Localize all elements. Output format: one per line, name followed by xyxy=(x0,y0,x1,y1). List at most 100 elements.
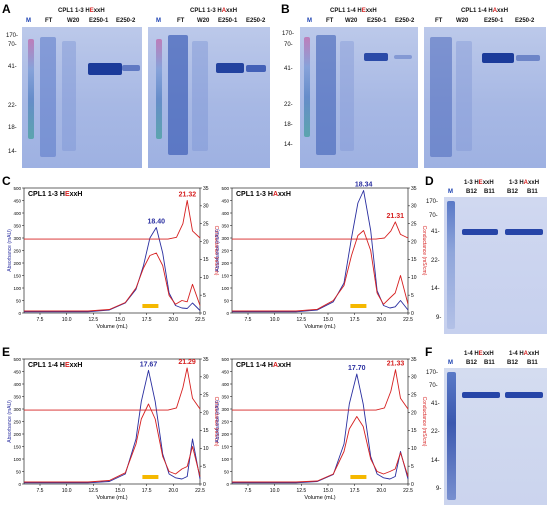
y2-tick-label: 0 xyxy=(411,482,414,488)
gel-title-d2: 1-3 HAxxH xyxy=(509,180,540,186)
gel-image-a2 xyxy=(148,27,270,168)
y-tick-label: 0 xyxy=(18,311,21,316)
peak-label-conductivity: 21.29 xyxy=(178,359,196,366)
conductivity-line xyxy=(232,221,409,240)
y-tick-label: 350 xyxy=(221,223,229,228)
y-tick-label: 100 xyxy=(13,286,21,291)
chart-title: CPL1 1-4 HExxH xyxy=(28,362,82,369)
band xyxy=(28,39,34,139)
lane-label-m: M xyxy=(307,18,312,24)
y2-tick-label: 5 xyxy=(411,293,414,299)
mw-marker: 22- xyxy=(8,103,17,109)
lane-label-m: M xyxy=(448,360,453,366)
y-axis-label: Absorbance (mAU) xyxy=(7,229,13,272)
x-tick-label: 7.5 xyxy=(245,488,252,494)
band xyxy=(430,37,452,157)
y-tick-label: 300 xyxy=(221,236,229,241)
mw-marker: 9- xyxy=(436,486,442,492)
conductivity-line xyxy=(232,369,409,411)
lane-label-e250-1: E250-1 xyxy=(484,18,504,24)
y-tick-label: 0 xyxy=(18,482,21,487)
gel-image-a1 xyxy=(22,27,142,168)
y-tick-label: 400 xyxy=(13,211,21,216)
y-axis-label: Absorbance (mAU) xyxy=(215,400,221,443)
band xyxy=(156,39,162,139)
mw-marker: 170- xyxy=(6,33,19,39)
y2-tick-label: 30 xyxy=(411,204,417,210)
x-tick-label: 12.5 xyxy=(296,317,306,323)
lane-label-b12: B12 xyxy=(466,189,478,195)
mw-marker: 70- xyxy=(429,213,438,219)
chart-title: CPL1 1-4 HAxxH xyxy=(236,362,291,369)
band xyxy=(88,63,122,75)
chart-title-highlight: E xyxy=(65,191,70,198)
chart-title-highlight: E xyxy=(65,362,70,369)
y-tick-label: 50 xyxy=(16,469,22,474)
chart-title-highlight: A xyxy=(273,191,278,198)
band xyxy=(122,65,140,71)
chromatogram-chart-e1: CPL1 1-4 HExxH05010015020025030035040045… xyxy=(7,357,219,501)
x-axis-label: Volume (mL) xyxy=(304,324,335,330)
band xyxy=(304,37,310,137)
y2-tick-label: 35 xyxy=(203,186,209,192)
peak-label-absorbance: 17.67 xyxy=(140,361,158,368)
band xyxy=(447,372,456,500)
y-tick-label: 50 xyxy=(224,298,230,303)
gel-image-f xyxy=(444,368,547,505)
x-tick-label: 20.0 xyxy=(376,317,386,323)
x-tick-label: 17.5 xyxy=(350,317,360,323)
x-tick-label: 15.0 xyxy=(323,488,333,494)
lane-label-b11: B11 xyxy=(484,360,495,366)
y-tick-label: 250 xyxy=(221,419,229,424)
x-tick-label: 12.5 xyxy=(296,488,306,494)
plot-frame xyxy=(231,187,409,314)
x-tick-label: 7.5 xyxy=(37,488,44,494)
y-tick-label: 300 xyxy=(13,236,21,241)
y2-tick-label: 15 xyxy=(411,428,417,434)
mw-marker: 70- xyxy=(429,383,438,389)
y2-axis-label: Conductance (mS/cm) xyxy=(213,397,219,447)
chromatogram-chart-c1: CPL1 1-3 HExxH05010015020025030035040045… xyxy=(7,186,219,330)
mw-marker: 14- xyxy=(8,149,17,155)
peak-label-conductivity: 21.32 xyxy=(179,192,197,199)
y2-tick-label: 35 xyxy=(411,186,417,192)
panel-letter-b: B xyxy=(281,2,290,16)
fraction-bar xyxy=(142,475,159,479)
y-tick-label: 400 xyxy=(221,382,229,387)
mw-marker: 41- xyxy=(8,64,17,70)
peak-label-conductivity: 21.31 xyxy=(387,213,405,220)
x-tick-label: 15.0 xyxy=(115,488,125,494)
absorbance-line-2 xyxy=(232,230,409,312)
lane-label-b12: B12 xyxy=(507,189,519,195)
y-tick-label: 100 xyxy=(221,286,229,291)
y-tick-label: 500 xyxy=(13,357,21,362)
y2-tick-label: 30 xyxy=(203,204,209,210)
x-tick-label: 22.5 xyxy=(403,317,413,323)
chart-title: CPL1 1-3 HAxxH xyxy=(236,191,291,198)
x-tick-label: 22.5 xyxy=(403,488,413,494)
band xyxy=(246,65,266,72)
mw-marker: 41- xyxy=(431,401,440,407)
band xyxy=(516,55,540,61)
y-tick-label: 50 xyxy=(16,298,22,303)
chart-title-part: xxH xyxy=(278,191,291,198)
y-tick-label: 50 xyxy=(224,469,230,474)
fraction-bar xyxy=(350,475,367,479)
lane-label-b12: B12 xyxy=(507,360,519,366)
lane-label-ft: FT xyxy=(435,18,443,24)
y-tick-label: 300 xyxy=(13,407,21,412)
absorbance-line-2 xyxy=(232,416,409,483)
y-axis-label: Absorbance (mAU) xyxy=(7,400,13,443)
absorbance-line xyxy=(24,227,201,313)
y2-tick-label: 20 xyxy=(203,410,209,416)
y-tick-label: 200 xyxy=(221,261,229,266)
y-tick-label: 200 xyxy=(221,432,229,437)
peak-label-absorbance: 18.34 xyxy=(355,182,373,189)
mw-marker: 170- xyxy=(426,370,439,376)
band xyxy=(62,41,76,151)
lane-label-e250-2: E250-2 xyxy=(116,18,136,24)
x-tick-label: 7.5 xyxy=(245,317,252,323)
y2-tick-label: 10 xyxy=(203,275,209,281)
y-tick-label: 100 xyxy=(13,457,21,462)
absorbance-line-2 xyxy=(24,252,201,312)
